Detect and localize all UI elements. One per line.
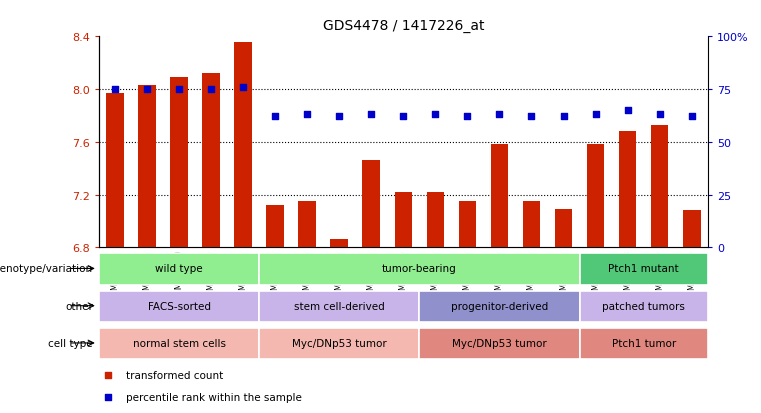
Point: [237, 84, 249, 91]
Bar: [555, 210, 572, 248]
Bar: [419, 328, 580, 360]
Text: Ptch1 mutant: Ptch1 mutant: [608, 264, 679, 274]
Bar: [523, 202, 540, 248]
Bar: [234, 43, 252, 248]
Bar: [99, 291, 260, 323]
Bar: [419, 291, 580, 323]
Bar: [459, 202, 476, 248]
Bar: [99, 328, 260, 360]
Point: [109, 87, 121, 93]
Text: Ptch1 tumor: Ptch1 tumor: [612, 338, 676, 348]
Point: [654, 112, 666, 119]
Text: cell type: cell type: [48, 338, 93, 348]
Bar: [330, 240, 348, 248]
Point: [558, 114, 570, 121]
Bar: [260, 291, 419, 323]
Point: [397, 114, 409, 121]
Point: [365, 112, 377, 119]
Point: [686, 114, 698, 121]
Bar: [202, 74, 220, 248]
Point: [301, 112, 314, 119]
Bar: [362, 161, 380, 248]
Point: [622, 108, 634, 114]
Point: [590, 112, 602, 119]
Bar: [580, 328, 708, 360]
Point: [173, 87, 185, 93]
Text: tumor-bearing: tumor-bearing: [382, 264, 457, 274]
Text: Myc/DNp53 tumor: Myc/DNp53 tumor: [452, 338, 547, 348]
Bar: [99, 254, 260, 285]
Bar: [587, 145, 604, 248]
Bar: [683, 211, 701, 248]
Point: [102, 394, 114, 401]
Point: [141, 87, 153, 93]
Text: progenitor-derived: progenitor-derived: [451, 301, 548, 311]
Text: patched tumors: patched tumors: [602, 301, 685, 311]
Text: other: other: [65, 301, 93, 311]
Point: [461, 114, 473, 121]
Point: [525, 114, 537, 121]
Bar: [427, 192, 444, 248]
Point: [102, 372, 114, 378]
Point: [333, 114, 345, 121]
Text: Myc/DNp53 tumor: Myc/DNp53 tumor: [292, 338, 387, 348]
Bar: [260, 254, 580, 285]
Text: normal stem cells: normal stem cells: [132, 338, 225, 348]
Text: genotype/variation: genotype/variation: [0, 264, 93, 274]
Text: wild type: wild type: [155, 264, 203, 274]
Bar: [266, 206, 284, 248]
Text: stem cell-derived: stem cell-derived: [294, 301, 384, 311]
Bar: [106, 94, 124, 248]
Point: [205, 87, 217, 93]
Bar: [170, 78, 188, 248]
Bar: [491, 145, 508, 248]
Bar: [619, 132, 636, 248]
Bar: [580, 254, 708, 285]
Point: [269, 114, 282, 121]
Bar: [139, 86, 156, 248]
Title: GDS4478 / 1417226_at: GDS4478 / 1417226_at: [323, 19, 484, 33]
Bar: [260, 328, 419, 360]
Text: FACS-sorted: FACS-sorted: [148, 301, 211, 311]
Bar: [394, 192, 412, 248]
Text: percentile rank within the sample: percentile rank within the sample: [126, 392, 302, 403]
Bar: [298, 202, 316, 248]
Point: [429, 112, 441, 119]
Text: transformed count: transformed count: [126, 370, 224, 380]
Bar: [580, 291, 708, 323]
Point: [493, 112, 505, 119]
Bar: [651, 126, 668, 248]
